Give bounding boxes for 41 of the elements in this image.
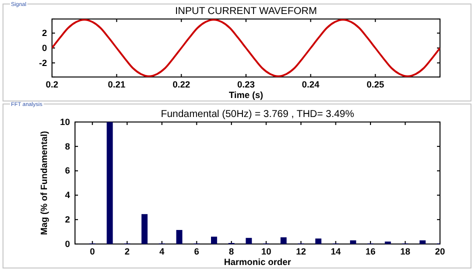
bar — [141, 214, 148, 244]
y-tick-label: 0 — [64, 238, 70, 249]
x-tick-label: 20 — [434, 246, 446, 256]
bar — [211, 236, 218, 244]
x-axis-title: Time (s) — [228, 90, 264, 100]
x-tick-label: 10 — [261, 246, 272, 256]
x-tick-label: 8 — [228, 246, 234, 256]
x-tick-label: 4 — [159, 246, 164, 256]
y-tick-label: 10 — [60, 116, 70, 127]
x-tick-label: 18 — [400, 246, 410, 256]
bar — [280, 237, 287, 244]
bar — [350, 240, 356, 244]
x-tick-label: 0.21 — [108, 79, 126, 90]
x-tick-label: 0.22 — [172, 79, 190, 90]
y-tick-label: 4 — [64, 190, 70, 200]
y-tick-label: -2 — [38, 58, 47, 68]
x-tick-label: 6 — [194, 246, 200, 256]
x-tick-label: 14 — [330, 246, 341, 256]
chart-title: Fundamental (50Hz) = 3.769 , THD= 3.49% — [160, 109, 354, 120]
x-tick-label: 0.2 — [46, 79, 58, 90]
bar — [176, 230, 182, 244]
y-axis-title: Mag (% of Fundamental) — [39, 131, 49, 235]
bar — [246, 238, 252, 244]
x-tick-label: 12 — [296, 246, 306, 256]
x-tick-label: 0 — [90, 246, 95, 256]
y-tick-label: 0 — [42, 42, 47, 53]
x-tick-label: 16 — [365, 246, 376, 256]
x-axis-title: Harmonic order — [224, 257, 292, 267]
bar — [315, 238, 322, 244]
x-tick-label: 0.24 — [302, 79, 320, 90]
y-tick-label: 6 — [64, 166, 70, 176]
x-tick-label: 0.23 — [237, 79, 255, 90]
x-tick-label: 0.25 — [366, 79, 384, 90]
y-tick-label: 8 — [64, 141, 70, 152]
line-series — [52, 19, 440, 77]
x-tick-label: 2 — [124, 246, 130, 256]
y-tick-label: 2 — [42, 28, 47, 38]
bar — [106, 122, 113, 244]
chart-title: INPUT CURRENT WAVEFORM — [175, 6, 317, 17]
bar — [420, 240, 426, 244]
y-tick-label: 2 — [64, 214, 70, 224]
